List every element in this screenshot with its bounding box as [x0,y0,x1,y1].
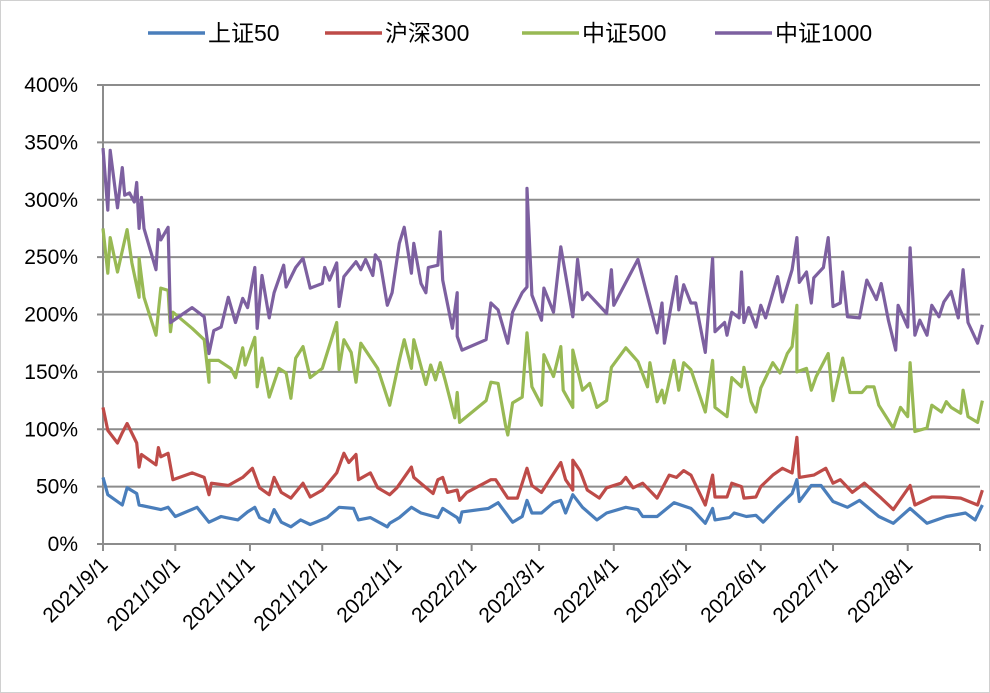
legend: 上证50 沪深300 中证500 中证1000 [148,20,872,46]
legend-item: 中证500 [522,20,666,46]
x-tick-label: 2021/9/1 [38,553,112,627]
y-axis: 0% 50% 100% 150% 200% 250% 300% 350% 400% [24,74,104,556]
y-tick-label: 350% [24,131,78,154]
y-tick-label: 50% [36,476,78,499]
series-line-1 [101,476,984,529]
series-line-2 [101,407,984,512]
y-tick-label: 150% [24,361,78,384]
x-tick-label: 2022/8/1 [843,553,917,627]
y-tick-label: 0% [48,533,78,556]
x-tick-label: 2022/2/1 [407,553,481,627]
series-line-3 [101,228,984,437]
y-tick-label: 200% [24,304,78,327]
y-tick-label: 300% [24,189,78,212]
x-tick-label: 2022/4/1 [549,553,623,627]
y-tick-label: 250% [24,246,78,269]
x-tick-label: 2021/12/1 [249,553,331,635]
x-tick-label: 2022/5/1 [622,553,696,627]
x-tick-label: 2021/10/1 [102,553,184,635]
x-tick-label: 2022/3/1 [475,553,549,627]
series-line-4 [101,147,984,356]
legend-item: 沪深300 [325,20,469,46]
y-tick-label: 100% [24,418,78,441]
series-lines [101,147,984,529]
y-tick-label: 400% [24,74,78,97]
legend-label: 上证50 [208,20,280,46]
legend-label: 沪深300 [385,20,469,46]
x-tick-label: 2022/1/1 [332,553,406,627]
legend-item: 中证1000 [715,20,872,46]
legend-label: 中证1000 [775,20,872,46]
legend-item: 上证50 [148,20,280,46]
x-tick-label: 2022/6/1 [696,553,770,627]
x-tick-label: 2022/7/1 [768,553,842,627]
x-tick-label: 2021/11/1 [178,553,259,634]
legend-label: 中证500 [582,20,666,46]
